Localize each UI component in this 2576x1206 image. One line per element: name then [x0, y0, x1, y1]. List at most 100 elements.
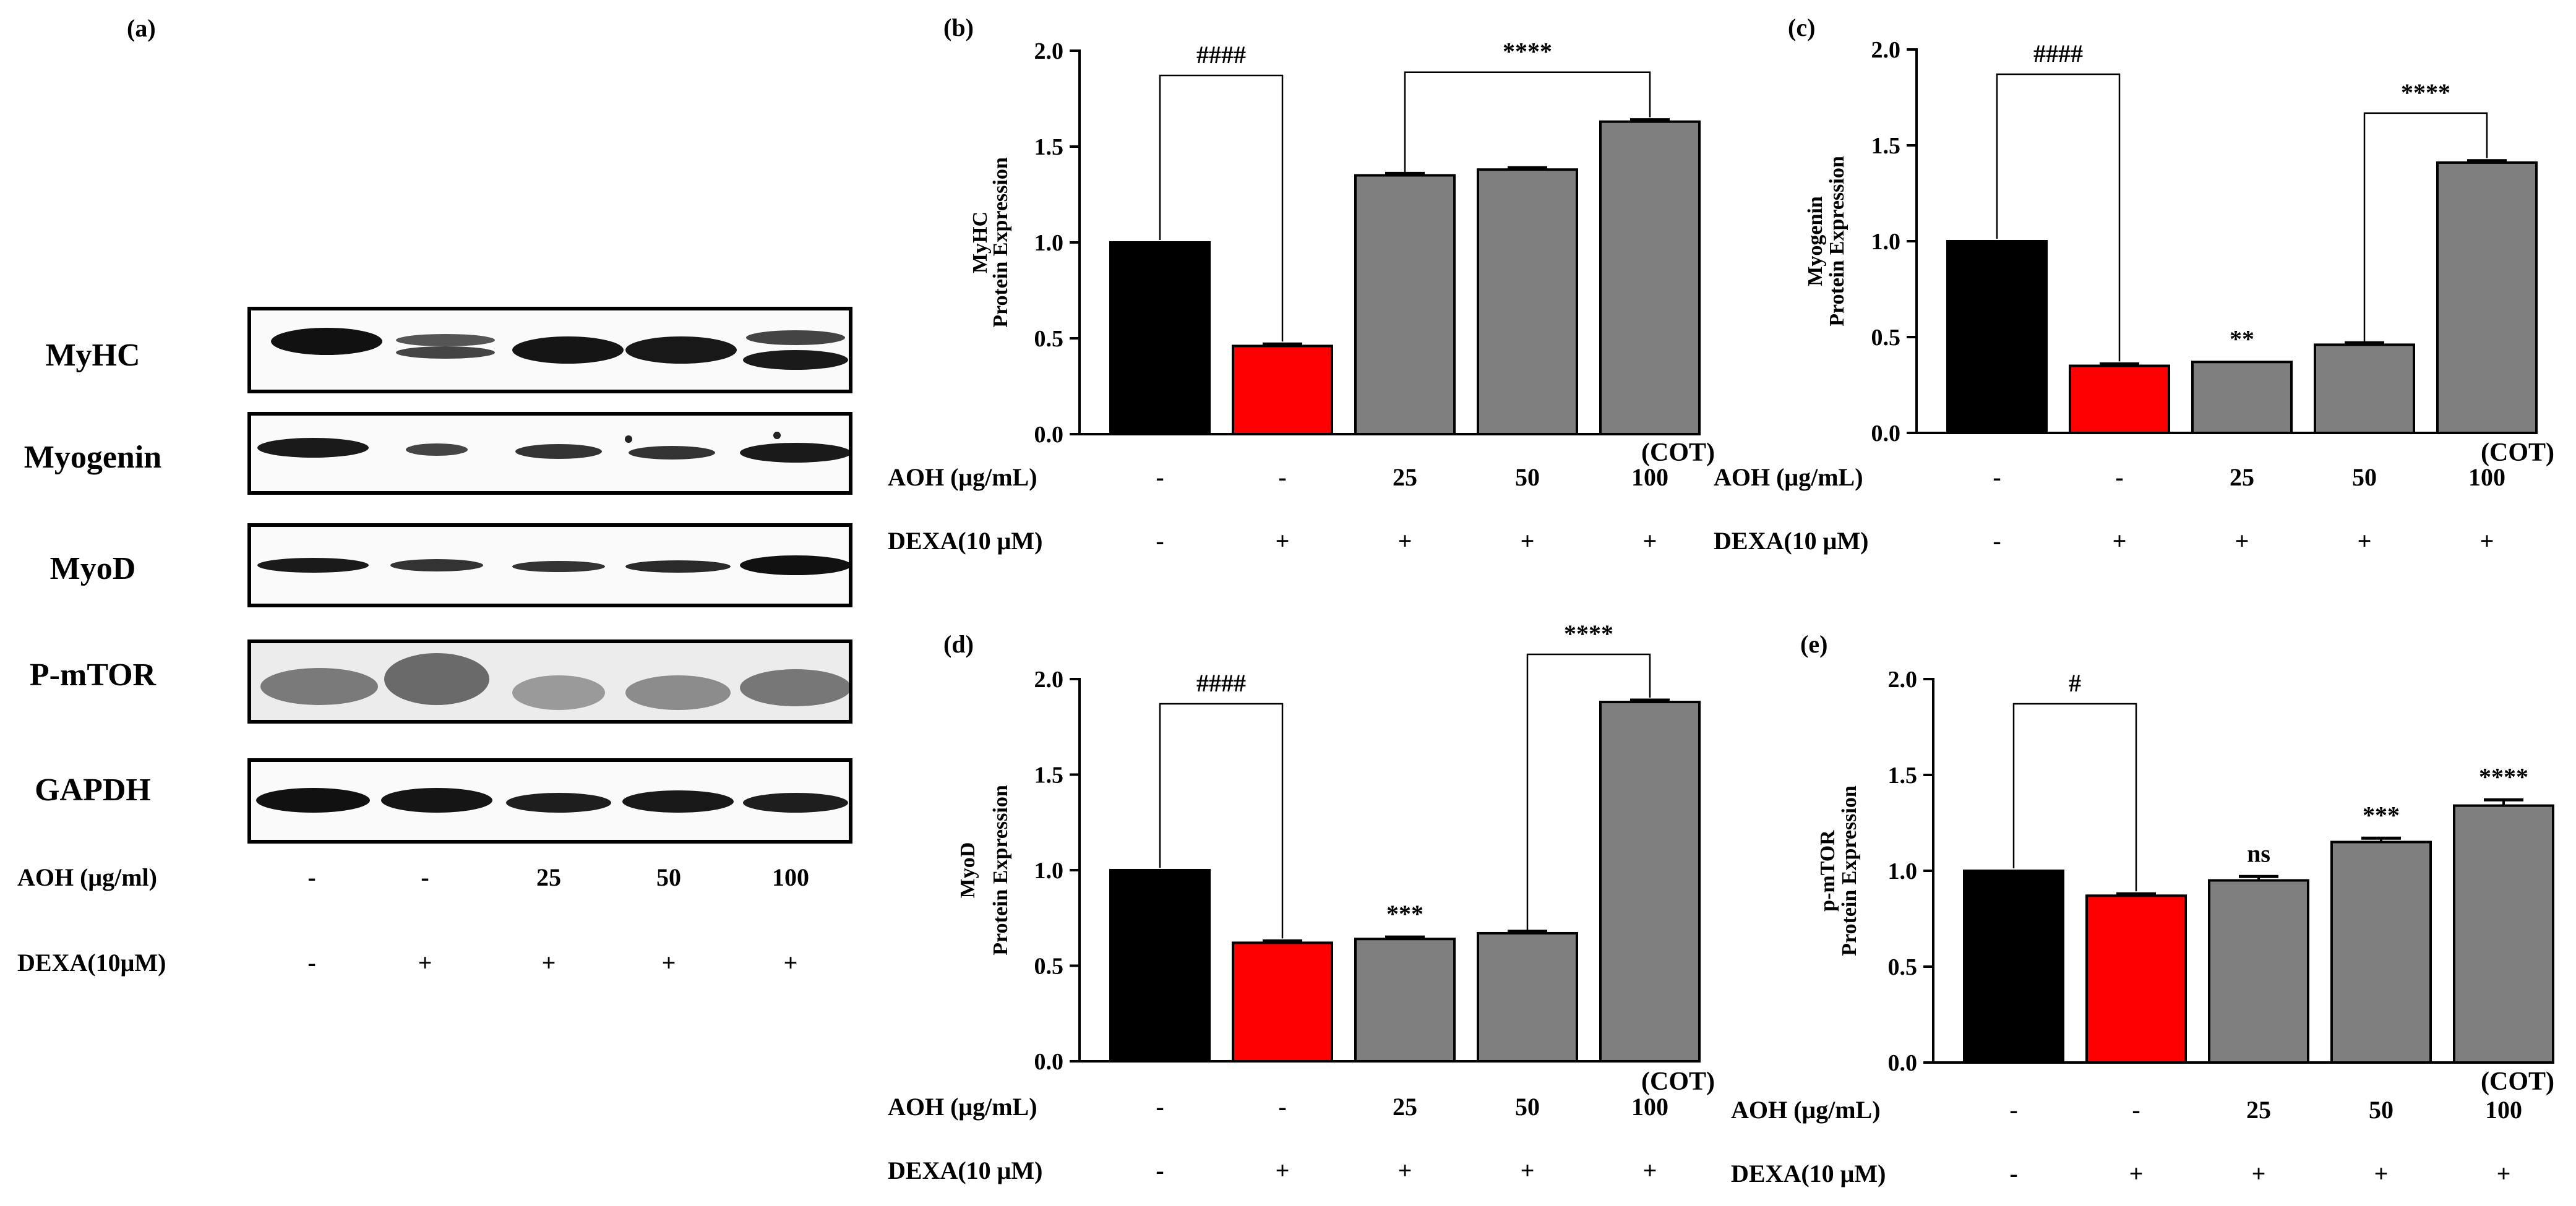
chart-5-ytick-label-0: 0.0 [1888, 1050, 1918, 1076]
blot-label-pmtor: P-mTOR [29, 657, 157, 693]
blot-label-gapdh: GAPDH [35, 772, 151, 808]
chart-5-dexa-label: DEXA(10 μM) [1731, 1160, 1886, 1187]
chart-5-ytick-label-2: 1.0 [1888, 858, 1918, 884]
chart-2-panel-label: (b) [943, 14, 974, 41]
chart-2-cot-label: (COT) [1641, 438, 1715, 467]
chart-4-sig-3: *** [1386, 900, 1423, 928]
chart-3-aoh-value-1: - [1993, 463, 2001, 491]
chart-2-aoh-value-2: - [1278, 463, 1286, 491]
chart-4-aoh-value-3: 25 [1393, 1093, 1417, 1121]
chart-4-dexa-value-4: + [1521, 1157, 1535, 1184]
blot-dexa-value-4: + [661, 949, 676, 977]
blot-label-myod: MyoD [49, 551, 136, 586]
chart-5-ylabel2: Protein Expression [1838, 785, 1861, 956]
chart-4-dexa-value-5: + [1643, 1157, 1657, 1184]
blot-myogenin-bands [257, 432, 849, 463]
chart-4-aoh-value-4: 50 [1515, 1093, 1540, 1121]
chart-4-ytick-label-0: 0.0 [1034, 1049, 1064, 1075]
chart-3-ytick-label-4: 2.0 [1871, 37, 1901, 63]
chart-5-ytick-label-4: 2.0 [1888, 667, 1918, 693]
blot-myhc [247, 307, 852, 393]
chart-3-dexa-value-1: - [1993, 527, 2001, 555]
chart-3-aoh-value-2: - [2115, 463, 2123, 491]
chart-5-bar-5 [2453, 804, 2554, 1064]
chart-2-dexa-value-1: - [1156, 527, 1164, 555]
chart-3-dexa-value-2: + [2113, 527, 2127, 555]
chart-3-cot-label: (COT) [2481, 438, 2554, 467]
chart-5-bracket-label-1: # [2069, 669, 2081, 697]
chart-3-dexa-value-5: + [2480, 527, 2494, 555]
blot-label-myhc: MyHC [45, 338, 140, 373]
blot-aoh-value-3: 25 [536, 863, 561, 891]
chart-3-ytick-label-3: 1.5 [1871, 133, 1901, 159]
chart-4-ytick-label-4: 2.0 [1034, 667, 1064, 693]
chart-2-dexa-value-3: + [1398, 527, 1412, 555]
chart-5-ytick-label-3: 1.5 [1888, 763, 1918, 789]
chart-2-aoh-value-4: 50 [1515, 463, 1540, 491]
chart-2-aoh-value-3: 25 [1393, 463, 1417, 491]
chart-4-bracket-1 [1159, 703, 1284, 939]
chart-3-aoh-value-5: 100 [2468, 463, 2505, 491]
blot-dexa-label: DEXA(10μM) [17, 949, 166, 977]
chart-2-aoh-value-1: - [1156, 463, 1164, 491]
chart-3-bar-3 [2191, 361, 2293, 434]
chart-4-bar-4 [1477, 931, 1578, 1063]
chart-2-bar-3 [1354, 174, 1456, 435]
chart-4-ytick-label-1: 0.5 [1034, 954, 1064, 980]
blot-aoh-label: AOH (μg/ml) [17, 863, 157, 891]
chart-4-bracket-2 [1526, 653, 1651, 931]
chart-2-bar-1 [1109, 241, 1211, 435]
chart-4-aoh-label: AOH (μg/mL) [888, 1093, 1037, 1121]
chart-2-bar-5 [1599, 120, 1701, 435]
chart-2-aoh-label: AOH (μg/mL) [888, 463, 1037, 491]
blot-dexa-value-2: + [418, 949, 432, 977]
chart-3-ylabel: Myogenin [1804, 196, 1827, 286]
blot-myogenin [247, 412, 852, 495]
chart-2-bracket-label-2: **** [1503, 38, 1552, 66]
chart-2-dexa-value-2: + [1276, 527, 1290, 555]
chart-3-bar-4 [2314, 343, 2415, 435]
chart-3-bracket-label-1: #### [2033, 40, 2083, 67]
chart-3-bar-2 [2069, 364, 2170, 434]
blot-myod [247, 523, 852, 607]
chart-5-panel-label: (e) [1800, 630, 1827, 658]
chart-3-sig-3: ** [2230, 325, 2254, 353]
chart-2-ytick-label-1: 0.5 [1034, 326, 1064, 352]
chart-2-ylabel: MyHC [969, 212, 992, 273]
blot-dexa-value-3: + [541, 949, 556, 977]
chart-3-bracket-2 [2363, 112, 2488, 343]
chart-3-panel-label: (c) [1788, 14, 1815, 41]
chart-5-aoh-value-1: - [2009, 1096, 2017, 1124]
chart-3-bracket-label-2: **** [2401, 79, 2450, 106]
chart-5-bracket-1 [2012, 703, 2137, 892]
chart-4-bar-3 [1354, 938, 1456, 1063]
chart-4-dexa-value-1: - [1156, 1157, 1164, 1184]
chart-4-bracket-label-2: **** [1564, 620, 1613, 648]
blot-myhc-bands [271, 328, 848, 370]
chart-5-dexa-value-1: - [2009, 1160, 2017, 1187]
blot-gapdh [247, 758, 852, 844]
chart-5-aoh-value-4: 50 [2369, 1096, 2394, 1124]
chart-4-panel-label: (d) [943, 630, 974, 658]
blot-dexa-value-1: - [307, 949, 316, 977]
chart-2-bar-2 [1232, 344, 1333, 436]
chart-4-dexa-value-3: + [1398, 1157, 1412, 1184]
chart-5-bar-3 [2208, 879, 2309, 1064]
chart-4-aoh-value-2: - [1278, 1093, 1286, 1121]
chart-2-ytick-label-0: 0.0 [1034, 422, 1064, 448]
blot-myod-bands [257, 555, 849, 575]
chart-5-dexa-value-4: + [2374, 1160, 2389, 1187]
chart-3-dexa-value-4: + [2358, 527, 2372, 555]
chart-2-bar-4 [1477, 168, 1578, 435]
chart-4-bracket-label-1: #### [1196, 669, 1246, 697]
chart-2-ytick-label-3: 1.5 [1034, 134, 1064, 160]
chart-2-dexa-label: DEXA(10 μM) [888, 527, 1042, 555]
chart-4-ylabel: MyoD [956, 842, 979, 899]
chart-3-bracket-1 [1996, 73, 2121, 362]
blot-label-myogenin: Myogenin [24, 440, 162, 475]
chart-4-bar-5 [1599, 701, 1701, 1063]
chart-2-ytick-label-2: 1.0 [1034, 230, 1064, 256]
chart-4-bar-2 [1232, 941, 1333, 1063]
chart-3-ytick-label-1: 0.5 [1871, 325, 1901, 351]
